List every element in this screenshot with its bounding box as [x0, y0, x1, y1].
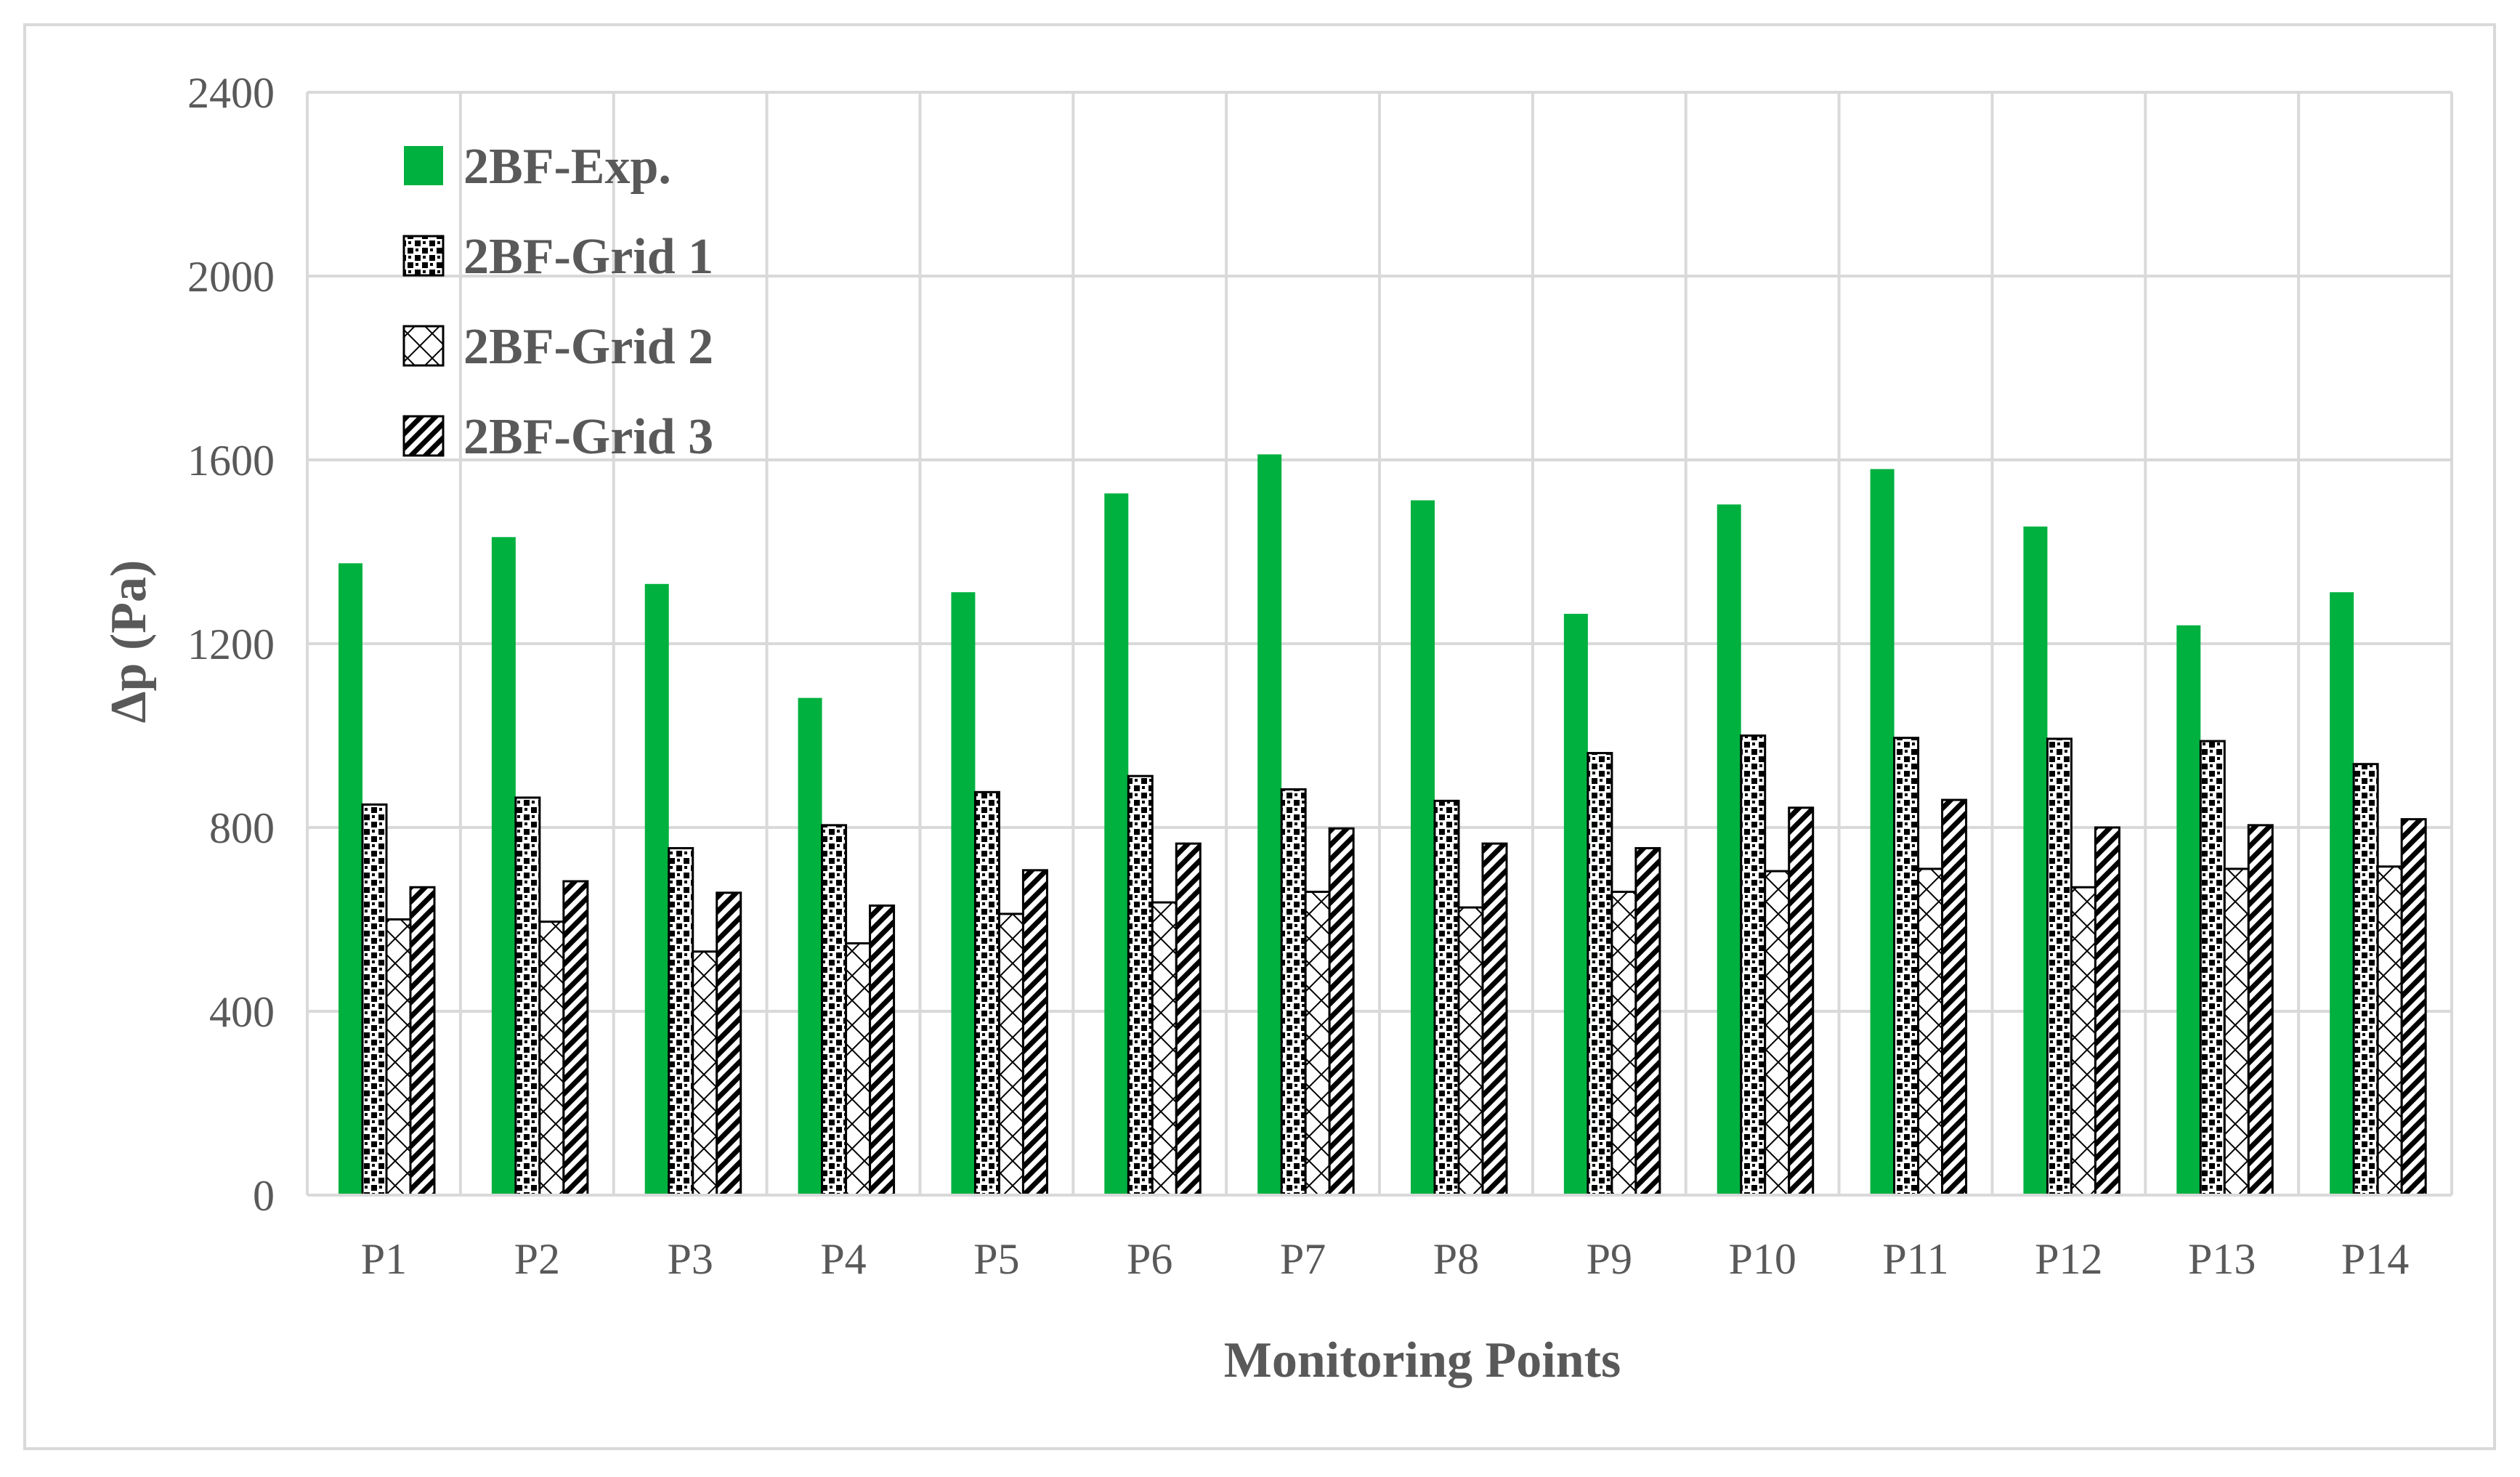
bar-2bf-grid-2-p10 [1764, 870, 1791, 1197]
bar-2bf-grid-1-p9 [1587, 752, 1613, 1197]
x-tick-label: P7 [1280, 1235, 1326, 1283]
bar-2bf-grid-2-p14 [2376, 865, 2403, 1197]
bar-2bf-grid-3-p1 [409, 886, 436, 1197]
bar-2bf-grid-3-p7 [1328, 827, 1355, 1197]
bar-2bf-grid-1-p4 [821, 824, 848, 1197]
x-tick-label: P8 [1433, 1235, 1479, 1283]
bar-2bf-grid-2-p11 [1917, 867, 1944, 1197]
y-tick-labels: 0 400 800 1200 1600 2000 2400 [187, 69, 275, 1220]
x-tick-label: P4 [820, 1235, 866, 1283]
bar-2bf-grid-3-p2 [562, 880, 589, 1197]
bar-2bf-grid-3-p4 [869, 905, 896, 1197]
x-tick-label: P3 [667, 1235, 713, 1283]
bar-2bf-grid-1-p8 [1433, 799, 1460, 1197]
x-tick-label: P9 [1587, 1235, 1632, 1283]
bar-2bf-exp-p7 [1257, 454, 1282, 1195]
bar-2bf-exp-p10 [1717, 504, 1741, 1195]
legend-swatch [404, 146, 443, 185]
bar-2bf-grid-2-p5 [997, 912, 1024, 1197]
bar-2bf-exp-p8 [1411, 500, 1435, 1195]
bar-2bf-grid-2-p4 [845, 942, 872, 1197]
x-tick-label: P6 [1127, 1235, 1172, 1283]
bar-2bf-grid-2-p13 [2223, 867, 2250, 1197]
x-tick-label: P2 [514, 1235, 560, 1283]
x-tick-label: P11 [1882, 1235, 1948, 1283]
bar-2bf-exp-p6 [1104, 493, 1129, 1195]
bar-2bf-grid-3-p11 [1941, 798, 1968, 1197]
legend-swatch [402, 415, 445, 457]
bar-2bf-grid-2-p1 [385, 918, 412, 1197]
bar-2bf-exp-p5 [951, 592, 976, 1195]
bar-2bf-grid-2-p2 [538, 920, 565, 1197]
bar-2bf-exp-p1 [339, 563, 362, 1195]
y-tick-label: 2000 [187, 253, 275, 301]
x-tick-label: P12 [2035, 1235, 2102, 1283]
legend: 2BF-Exp. 2BF-Grid 1 2BF-Grid 2 2BF-Grid 3 [402, 139, 713, 465]
bar-2bf-grid-1-p1 [361, 803, 388, 1197]
bar-2bf-grid-3-p13 [2247, 824, 2274, 1197]
bar-2bf-grid-2-p6 [1151, 901, 1178, 1197]
x-tick-label: P5 [973, 1235, 1019, 1283]
bar-2bf-grid-3-p3 [716, 891, 742, 1197]
legend-label: 2BF-Grid 1 [463, 229, 713, 285]
legend-label: 2BF-Grid 2 [463, 319, 713, 375]
bar-2bf-grid-1-p5 [973, 790, 1000, 1197]
y-tick-label: 2400 [187, 69, 275, 117]
bar-2bf-grid-3-p14 [2400, 818, 2427, 1197]
legend-swatch [402, 235, 445, 277]
bar-2bf-grid-1-p12 [2046, 737, 2073, 1197]
bar-2bf-grid-1-p13 [2199, 740, 2226, 1197]
bar-2bf-grid-1-p11 [1893, 737, 1920, 1197]
bar-2bf-grid-3-p5 [1021, 869, 1048, 1197]
x-tick-labels: P1 P2 P3 P4 P5 P6 P7 P8 P9 P10 P11 P12 P13 P14 [361, 1235, 2410, 1283]
bar-2bf-exp-p11 [1870, 469, 1895, 1195]
y-tick-label: 1200 [187, 620, 275, 668]
bar-2bf-exp-p9 [1563, 613, 1588, 1195]
y-tick-label: 400 [209, 988, 275, 1036]
bar-2bf-grid-3-p9 [1634, 846, 1661, 1197]
bar-2bf-grid-3-p8 [1481, 842, 1508, 1197]
bar-2bf-grid-2-p12 [2070, 886, 2096, 1197]
x-tick-label: P14 [2341, 1235, 2409, 1283]
bar-2bf-grid-1-p3 [668, 846, 694, 1197]
x-axis-title: Monitoring Points [1224, 1332, 1621, 1388]
bar-2bf-grid-1-p14 [2352, 763, 2379, 1197]
legend-swatch [402, 325, 445, 367]
x-tick-label: P13 [2188, 1235, 2256, 1283]
bar-2bf-grid-2-p9 [1611, 891, 1637, 1197]
y-axis-title: Δp (Pa) [101, 560, 157, 724]
legend-label: 2BF-Grid 3 [463, 409, 713, 465]
x-tick-label: P1 [361, 1235, 407, 1283]
bar-2bf-grid-1-p7 [1280, 788, 1307, 1197]
bar-2bf-grid-3-p6 [1175, 842, 1202, 1197]
legend-label: 2BF-Exp. [463, 139, 671, 195]
bar-2bf-grid-2-p7 [1304, 891, 1331, 1197]
bar-2bf-exp-p13 [2176, 625, 2201, 1195]
bar-2bf-exp-p12 [2023, 526, 2048, 1195]
bar-2bf-grid-1-p6 [1127, 774, 1154, 1197]
bar-2bf-grid-3-p10 [1788, 806, 1815, 1197]
bar-2bf-exp-p14 [2330, 592, 2354, 1195]
bar-2bf-grid-3-p12 [2094, 826, 2120, 1197]
bar-2bf-exp-p2 [491, 537, 516, 1195]
bar-2bf-exp-p3 [644, 583, 669, 1195]
x-tick-label: P10 [1728, 1235, 1796, 1283]
bar-2bf-grid-1-p2 [514, 796, 541, 1197]
bar-2bf-grid-1-p10 [1740, 735, 1767, 1197]
y-tick-label: 0 [253, 1172, 275, 1220]
bar-2bf-grid-2-p3 [692, 950, 718, 1197]
y-tick-label: 800 [209, 804, 275, 852]
bar-2bf-exp-p4 [798, 697, 822, 1195]
bar-2bf-grid-2-p8 [1457, 906, 1484, 1197]
y-tick-label: 1600 [187, 437, 275, 485]
